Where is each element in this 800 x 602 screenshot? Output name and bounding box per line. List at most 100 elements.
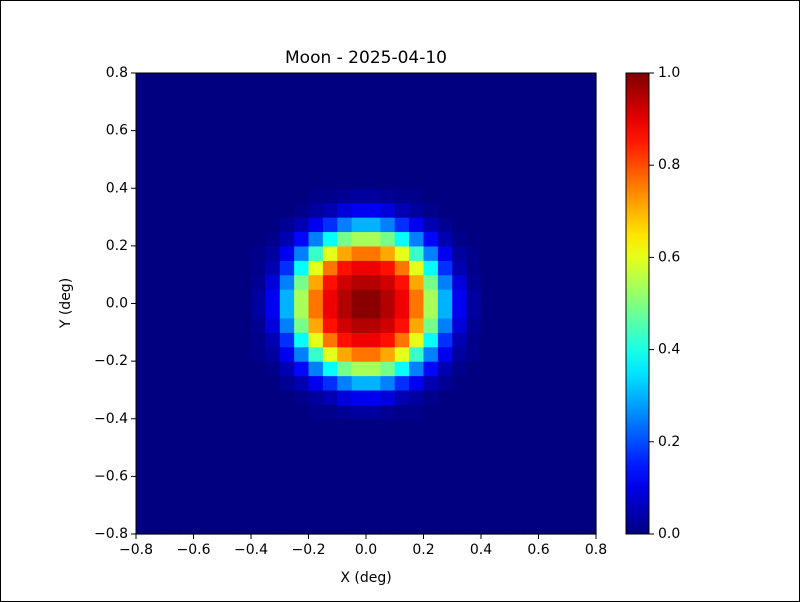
- heat-cell: [394, 519, 410, 535]
- heat-cell: [279, 332, 295, 348]
- heat-cell: [294, 101, 310, 117]
- heat-cell: [279, 346, 295, 362]
- heat-cell: [179, 519, 195, 535]
- heat-cell: [452, 159, 468, 175]
- heat-cell: [495, 260, 511, 276]
- y-tick-label: −0.6: [94, 468, 128, 484]
- heat-cell: [437, 260, 453, 276]
- heat-cell: [452, 433, 468, 449]
- heat-cell: [495, 404, 511, 420]
- heat-cell: [538, 188, 554, 204]
- heat-cell: [294, 461, 310, 477]
- heat-cell: [466, 332, 482, 348]
- heat-cell: [308, 130, 324, 146]
- heat-cell: [193, 260, 209, 276]
- heat-cell: [437, 317, 453, 333]
- y-axis-label: Y (deg): [58, 278, 74, 329]
- heat-cell: [322, 289, 338, 305]
- heat-cell: [351, 231, 367, 247]
- heat-cell: [495, 145, 511, 161]
- heat-cell: [366, 433, 381, 449]
- heat-cell: [538, 433, 554, 449]
- heat-cell: [308, 519, 324, 535]
- heat-cell: [193, 130, 209, 146]
- heat-cell: [351, 87, 367, 103]
- heat-cell: [581, 361, 597, 377]
- heat-cell: [279, 217, 295, 233]
- heat-cell: [394, 101, 410, 117]
- heat-cell: [136, 447, 151, 463]
- heat-cell: [509, 274, 525, 290]
- heat-cell: [481, 505, 496, 521]
- heat-cell: [265, 245, 281, 261]
- heat-cell: [538, 101, 554, 117]
- heat-cell: [409, 73, 425, 89]
- heat-cell: [524, 217, 540, 233]
- heat-cell: [179, 433, 195, 449]
- heat-cell: [452, 145, 468, 161]
- heat-cell: [222, 404, 238, 420]
- y-tick-label: −0.8: [94, 526, 128, 542]
- heat-cell: [236, 303, 252, 319]
- heat-cell: [294, 245, 310, 261]
- heat-cell: [279, 404, 295, 420]
- heat-cell: [380, 461, 396, 477]
- heat-cell: [265, 389, 281, 405]
- heat-cell: [265, 332, 281, 348]
- heat-cell: [351, 375, 367, 391]
- heat-cell: [179, 418, 195, 434]
- heat-cell: [207, 73, 223, 89]
- heat-cell: [380, 317, 396, 333]
- heat-cell: [164, 346, 180, 362]
- heat-cell: [279, 116, 295, 132]
- heat-cell: [322, 274, 338, 290]
- heat-cell: [322, 245, 338, 261]
- heat-cell: [452, 389, 468, 405]
- heat-cell: [509, 130, 525, 146]
- heat-cell: [509, 116, 525, 132]
- heat-cell: [567, 476, 583, 492]
- heat-cell: [207, 490, 223, 506]
- heat-cell: [524, 332, 540, 348]
- heat-cell: [193, 361, 209, 377]
- heat-cell: [423, 303, 439, 319]
- heat-cell: [409, 173, 425, 189]
- heat-cell: [251, 317, 266, 333]
- heat-cell: [322, 303, 338, 319]
- heat-cell: [222, 87, 238, 103]
- heat-cell: [193, 173, 209, 189]
- heat-cell: [366, 447, 381, 463]
- heat-cell: [567, 274, 583, 290]
- heat-cell: [380, 274, 396, 290]
- heat-cell: [322, 130, 338, 146]
- y-tick-label: 0.4: [106, 180, 128, 196]
- heat-cell: [380, 173, 396, 189]
- heat-cell: [538, 389, 554, 405]
- heat-cell: [437, 188, 453, 204]
- heat-cell: [322, 173, 338, 189]
- x-axis-label: X (deg): [340, 570, 391, 586]
- heat-cell: [394, 375, 410, 391]
- heat-cell: [136, 159, 151, 175]
- heat-cell: [236, 404, 252, 420]
- heat-cell: [207, 101, 223, 117]
- heat-cell: [437, 476, 453, 492]
- heat-cell: [437, 73, 453, 89]
- heat-cell: [380, 101, 396, 117]
- heat-cell: [193, 202, 209, 218]
- heat-cell: [150, 73, 166, 89]
- heat-cell: [279, 289, 295, 305]
- heat-cell: [394, 217, 410, 233]
- heat-cell: [366, 361, 381, 377]
- heat-cell: [552, 274, 568, 290]
- heat-cell: [509, 73, 525, 89]
- heat-cell: [380, 490, 396, 506]
- heat-cell: [179, 332, 195, 348]
- heat-cell: [366, 404, 381, 420]
- heat-cell: [495, 505, 511, 521]
- heat-cell: [265, 361, 281, 377]
- heat-cell: [337, 159, 353, 175]
- heat-cell: [581, 519, 597, 535]
- heat-cell: [481, 202, 496, 218]
- heat-cell: [423, 404, 439, 420]
